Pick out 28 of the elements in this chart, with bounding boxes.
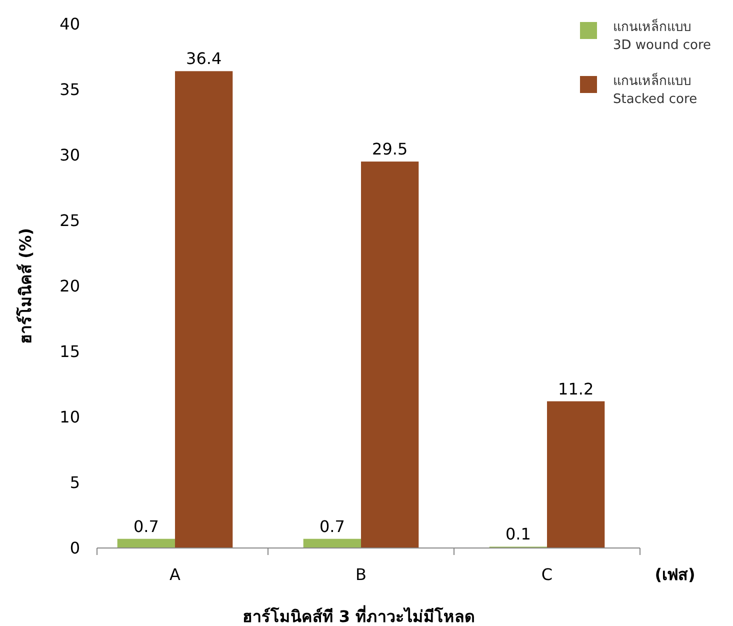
legend-label: แกนเหล็กแบบ 3D wound core [613, 17, 712, 53]
bar [175, 71, 233, 548]
data-label: 0.7 [319, 516, 345, 536]
bar [303, 538, 361, 548]
bar [547, 401, 605, 548]
y-tick-label: 15 [60, 342, 80, 362]
x-axis-title: ฮาร์โมนิคส์ที 3 ที่ภาวะไม่มีโหลด [242, 605, 475, 626]
data-label: 0.7 [133, 516, 159, 536]
data-label: 36.4 [186, 49, 222, 68]
y-tick-label: 40 [60, 14, 80, 34]
y-tick-label: 35 [60, 80, 80, 100]
bar [361, 162, 419, 548]
bar [117, 538, 175, 548]
x-tick-label: B [356, 565, 366, 584]
legend-label: แกนเหล็กแบบ Stacked core [613, 71, 698, 107]
x-tick-label: A [170, 565, 181, 584]
y-tick-label: 25 [60, 211, 80, 230]
y-axis-title: ฮาร์โมนิคส์ (%) [15, 228, 35, 344]
data-label: 29.5 [372, 140, 408, 159]
y-tick-label: 30 [60, 146, 80, 165]
data-label: 11.2 [558, 379, 594, 398]
text: (เฟส) [654, 565, 696, 584]
y-tick-label: 20 [60, 276, 80, 296]
y-tick-label: 5 [70, 473, 80, 492]
x-tick-label: C [541, 565, 553, 584]
data-label: 0.1 [505, 524, 531, 544]
y-tick-label: 0 [70, 538, 80, 558]
y-tick-label: 10 [60, 408, 80, 427]
